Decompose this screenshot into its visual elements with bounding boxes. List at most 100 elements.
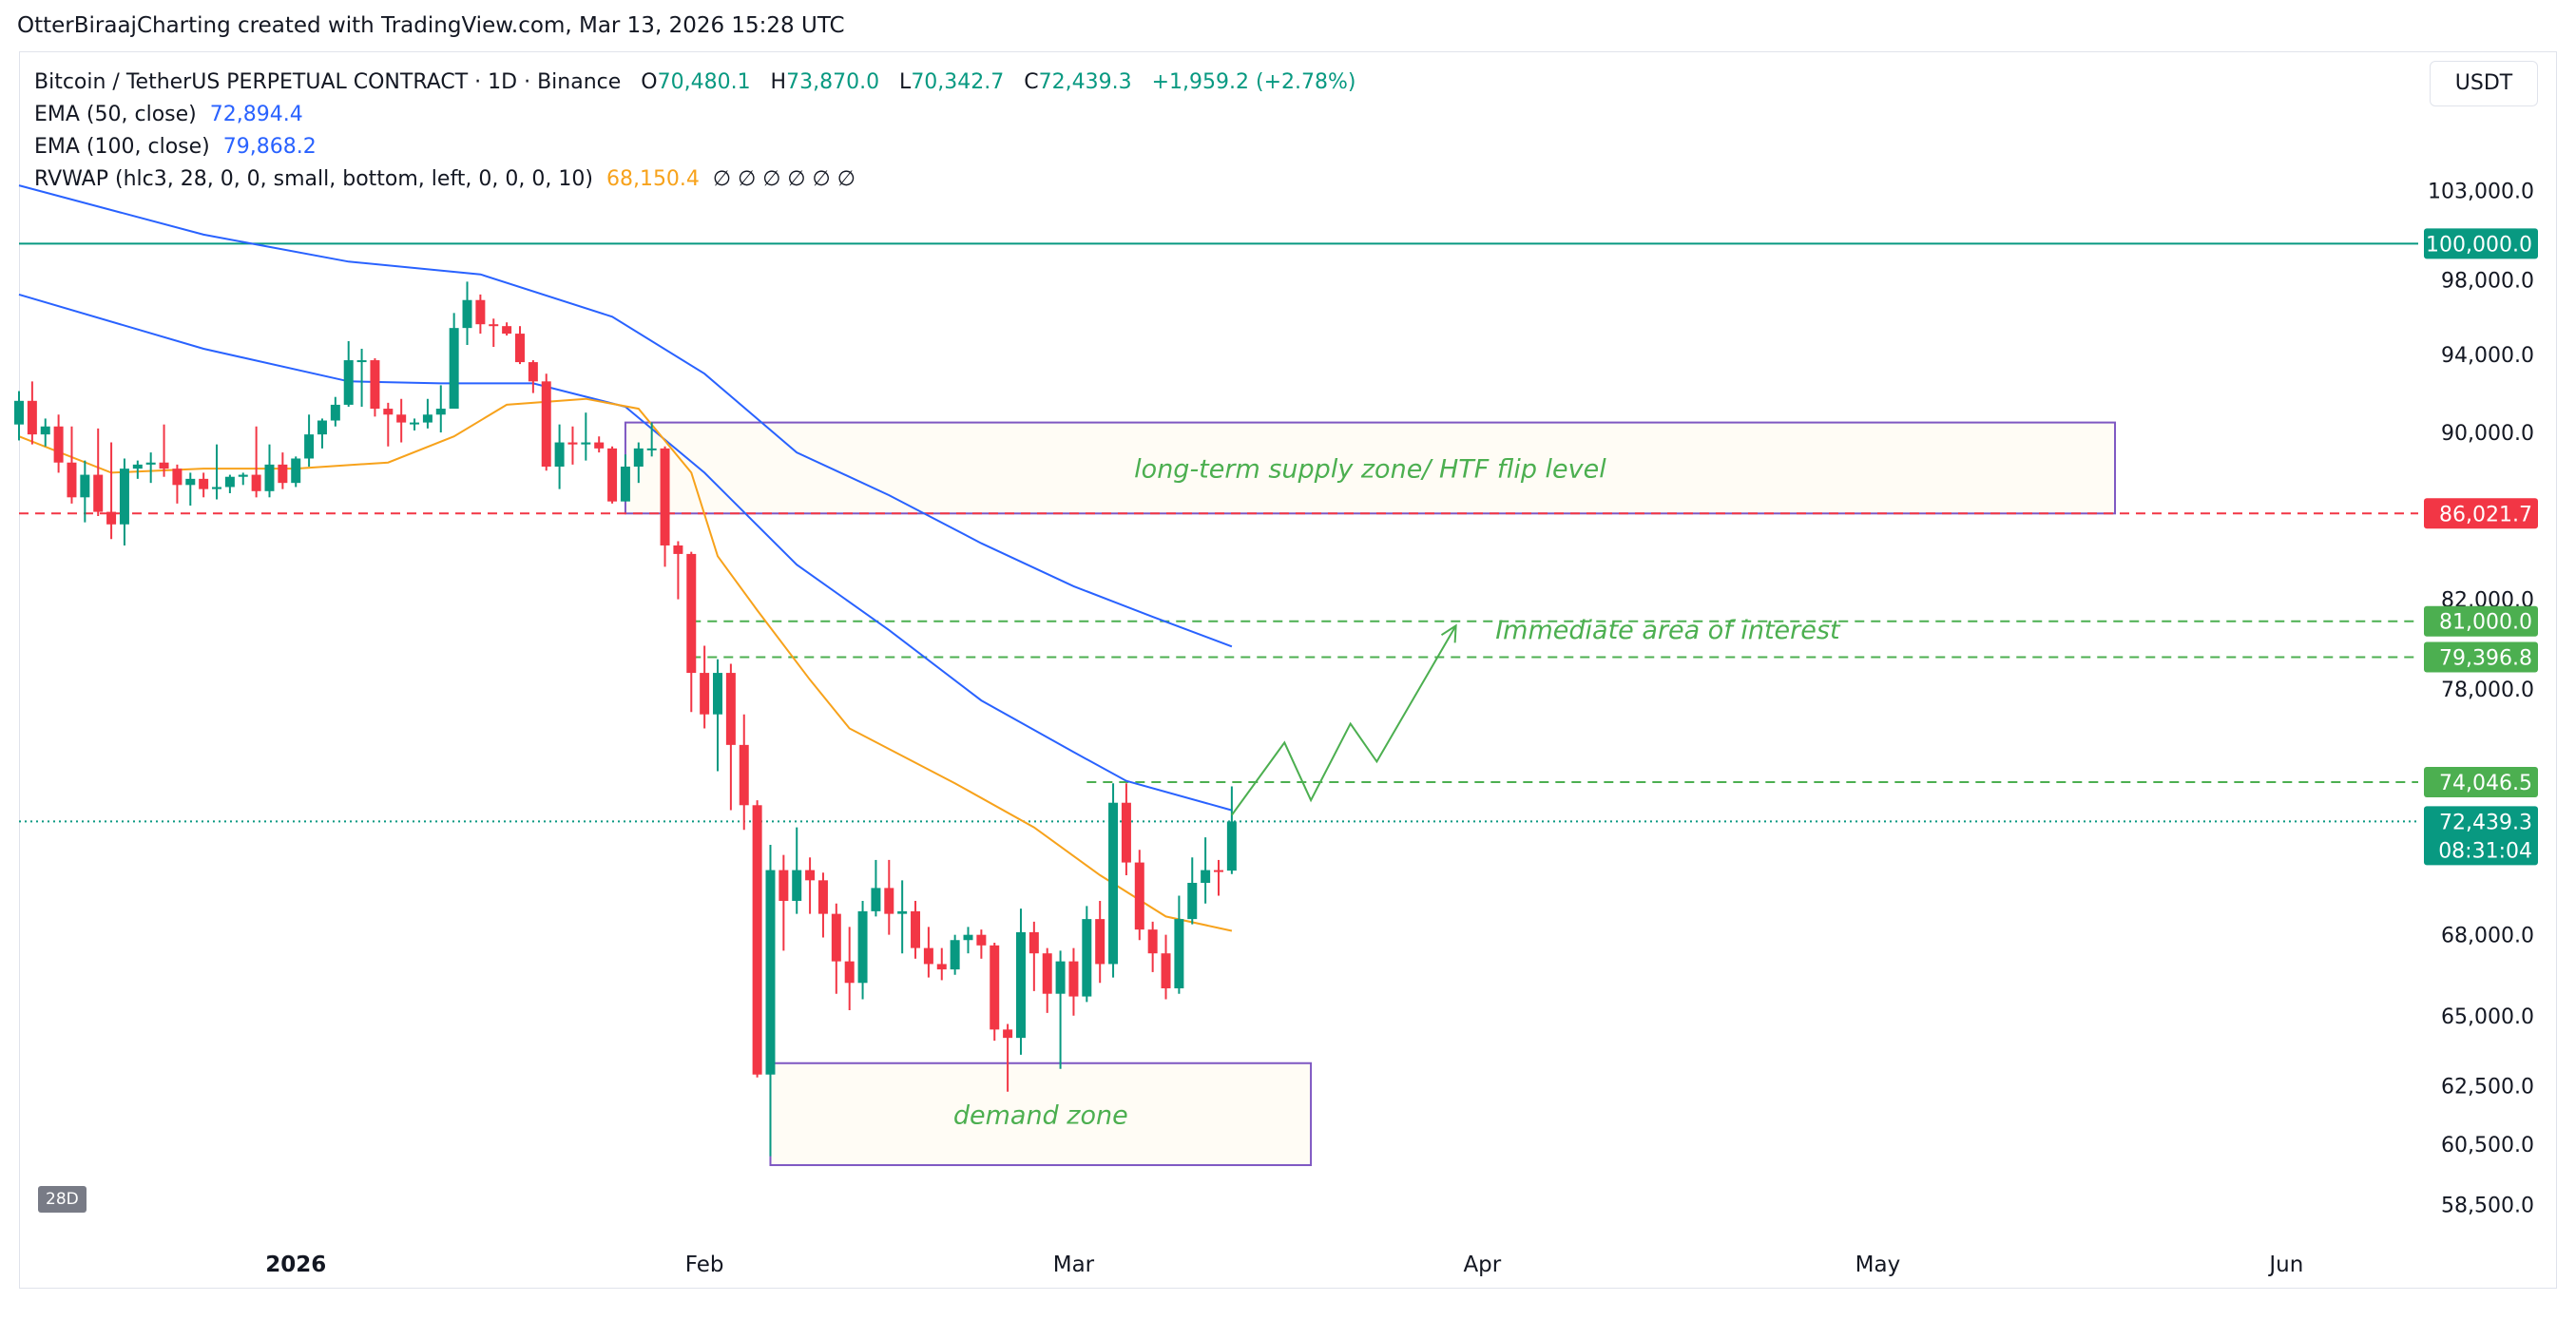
- candle-body: [739, 744, 749, 806]
- candle: [356, 349, 367, 407]
- candle-body: [950, 940, 960, 970]
- candle-body: [1174, 919, 1184, 988]
- price-tag-label: 100,000.0: [2426, 233, 2532, 257]
- candle: [410, 418, 420, 430]
- legend-row-ema50[interactable]: EMA (50, close) 72,894.4: [34, 99, 1355, 131]
- candle-body: [462, 299, 472, 329]
- annotation-label: Immediate area of interest: [1495, 616, 1841, 645]
- legend-row-symbol[interactable]: Bitcoin / TetherUS PERPETUAL CONTRACT · …: [34, 67, 1355, 99]
- candle-body: [502, 326, 512, 335]
- candle-body: [304, 434, 315, 459]
- candle-body: [1003, 1029, 1013, 1039]
- candle: [990, 943, 1000, 1042]
- candle-body: [396, 414, 407, 423]
- candle: [145, 452, 156, 484]
- candle: [172, 464, 183, 504]
- candle-body: [278, 464, 288, 484]
- candle: [963, 927, 973, 954]
- candle-body: [1015, 931, 1026, 1039]
- candle-body: [14, 400, 24, 425]
- candle-body: [871, 888, 881, 911]
- candle-body: [317, 420, 327, 435]
- candle: [779, 854, 789, 951]
- ema50-value: 72,894.4: [209, 103, 303, 126]
- candle: [660, 446, 670, 567]
- candle-body: [817, 880, 828, 914]
- candle: [844, 927, 855, 1010]
- candle-body: [765, 870, 776, 1075]
- time-axis: 2026 Feb Mar Apr May Jun: [265, 1253, 2303, 1277]
- zone-box: [624, 421, 2117, 515]
- candle-body: [1201, 870, 1211, 884]
- candle-body: [1082, 919, 1092, 997]
- candle: [739, 714, 749, 831]
- candle-body: [422, 414, 433, 423]
- candle: [673, 541, 683, 600]
- close-label: C: [1024, 70, 1039, 94]
- candle-body: [581, 442, 591, 445]
- candle-body: [620, 467, 630, 502]
- candle: [541, 373, 551, 471]
- interval-badge[interactable]: 28D: [38, 1186, 87, 1213]
- candles-layer: [14, 281, 1237, 1157]
- rvwap-label: RVWAP (hlc3, 28, 0, 0, small, bottom, le…: [34, 167, 593, 191]
- candle: [1108, 783, 1119, 978]
- ema50-line: [18, 293, 1233, 812]
- candle-body: [106, 511, 117, 525]
- candle: [159, 424, 169, 477]
- projection-arrowhead: [1440, 623, 1457, 643]
- candle: [1147, 921, 1158, 972]
- candle-body: [475, 299, 486, 325]
- annotations-layer: Immediate area of interest: [1495, 616, 1841, 645]
- candle: [594, 436, 605, 453]
- candle-body: [897, 910, 908, 914]
- symbol-title[interactable]: Bitcoin / TetherUS PERPETUAL CONTRACT · …: [34, 70, 622, 94]
- candle: [238, 472, 248, 486]
- candle-body: [1095, 919, 1105, 965]
- candle: [554, 424, 565, 489]
- candle-body: [1214, 870, 1223, 872]
- candle: [897, 880, 908, 954]
- x-tick-label: 2026: [265, 1253, 326, 1277]
- candle-body: [1068, 961, 1079, 997]
- candle-body: [567, 442, 578, 445]
- ema50-label: EMA (50, close): [34, 103, 197, 126]
- candle-body: [936, 964, 947, 970]
- candle: [646, 422, 657, 457]
- candle-body: [633, 448, 644, 468]
- candle: [713, 659, 723, 772]
- chart-legend: Bitcoin / TetherUS PERPETUAL CONTRACT · …: [34, 67, 1355, 196]
- candle: [792, 827, 802, 914]
- candle-body: [383, 409, 394, 415]
- x-tick-label: Jun: [2267, 1253, 2303, 1277]
- price-tag: [2424, 228, 2538, 259]
- candle: [330, 396, 340, 427]
- high-label: H: [770, 70, 787, 94]
- candle: [831, 903, 841, 994]
- candle: [1015, 909, 1026, 1055]
- legend-row-ema100[interactable]: EMA (100, close) 79,868.2: [34, 131, 1355, 163]
- candle-body: [1161, 953, 1171, 988]
- candle-body: [528, 362, 538, 382]
- candle: [1226, 786, 1237, 874]
- candle: [528, 360, 538, 393]
- candle-body: [686, 553, 697, 674]
- price-tag-label: 72,439.3: [2439, 811, 2532, 834]
- currency-button[interactable]: USDT: [2430, 61, 2538, 106]
- candle-body: [1226, 821, 1237, 871]
- candle: [1187, 857, 1198, 925]
- candle-body: [857, 910, 868, 984]
- candle-body: [1134, 862, 1144, 930]
- candle-body: [330, 404, 340, 421]
- candle: [462, 281, 472, 346]
- candle-body: [1042, 953, 1052, 994]
- candle-body: [53, 426, 64, 463]
- y-tick-label: 62,500.0: [2441, 1076, 2534, 1100]
- price-tag-label: 81,000.0: [2439, 611, 2532, 635]
- candle: [343, 341, 354, 407]
- candle: [264, 444, 275, 498]
- candle-body: [27, 400, 37, 435]
- legend-row-rvwap[interactable]: RVWAP (hlc3, 28, 0, 0, small, bottom, le…: [34, 163, 1355, 196]
- candle: [936, 947, 947, 981]
